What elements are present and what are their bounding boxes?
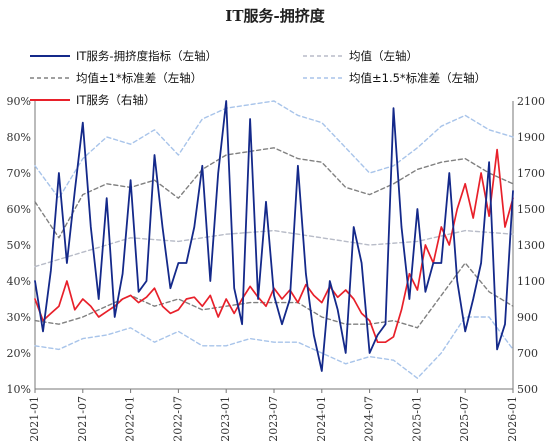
left-tick-label: 70% <box>7 167 31 180</box>
x-tick-label: 2024-07 <box>363 396 376 442</box>
left-tick-label: 60% <box>7 203 31 216</box>
right-tick-label: 1100 <box>517 275 545 288</box>
x-tick-label: 2021-07 <box>76 396 89 442</box>
legend-label: 均值±1.5*标准差（左轴） <box>349 71 486 85</box>
legend-label: IT服务（右轴） <box>76 93 155 107</box>
band-1-5sd-line <box>34 100 514 199</box>
left-tick-label: 90% <box>7 95 31 108</box>
left-tick-label: 80% <box>7 131 31 144</box>
crowding-index-line <box>34 100 514 372</box>
right-tick-label: 1300 <box>517 239 545 252</box>
left-tick-label: 50% <box>7 239 31 252</box>
x-tick-label: 2026-01 <box>506 396 519 442</box>
legend-label: 均值±1*标准差（左轴） <box>76 71 202 85</box>
x-tick-label: 2024-01 <box>315 396 328 442</box>
right-tick-label: 1900 <box>517 131 545 144</box>
band-1sd-line <box>34 262 514 329</box>
it-service-line <box>34 148 514 344</box>
legend: IT服务-拥挤度指标（左轴） 均值（左轴） 均值±1*标准差（左轴） 均值±1.5*标… <box>30 49 486 107</box>
right-tick-label: 1500 <box>517 203 545 216</box>
x-tick-label: 2022-01 <box>124 396 137 442</box>
x-tick-label: 2023-07 <box>267 396 280 442</box>
right-tick-label: 1700 <box>517 167 545 180</box>
right-tick-label: 2100 <box>517 95 545 108</box>
right-tick-label: 500 <box>517 383 538 396</box>
left-tick-label: 40% <box>7 275 31 288</box>
series-layer <box>34 100 514 379</box>
left-tick-label: 30% <box>7 311 31 324</box>
x-tick-label: 2021-01 <box>28 396 41 442</box>
left-tick-label: 20% <box>7 347 31 360</box>
x-tick-label: 2025-07 <box>458 396 471 442</box>
chart-title: IT服务-拥挤度 <box>225 7 325 25</box>
legend-label: IT服务-拥挤度指标（左轴） <box>76 49 217 63</box>
x-tick-label: 2023-01 <box>219 396 232 442</box>
axes: 10% 20% 30% 40% 50% 60% 70% 80% 90% 500 700 900 1100… <box>7 95 545 442</box>
legend-label: 均值（左轴） <box>349 49 418 63</box>
x-tick-label: 2025-01 <box>410 396 423 442</box>
band-1sd-line <box>34 147 514 239</box>
left-tick-label: 10% <box>7 383 31 396</box>
x-tick-label: 2022-07 <box>171 396 184 442</box>
chart-frame <box>34 101 514 390</box>
band-1-5sd-line <box>34 316 514 379</box>
right-tick-label: 900 <box>517 311 538 324</box>
right-tick-label: 700 <box>517 347 538 360</box>
